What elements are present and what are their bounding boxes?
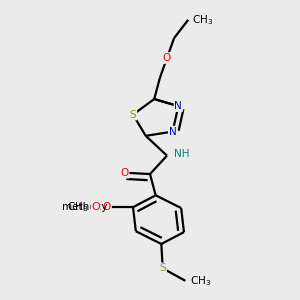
Text: methoxy: methoxy [62,202,108,212]
Text: S: S [159,263,166,273]
Text: O: O [103,202,111,212]
Text: O: O [91,202,100,212]
Text: S: S [130,110,136,120]
Text: CH$_3$: CH$_3$ [193,13,214,27]
Text: CH$_3$: CH$_3$ [67,200,88,214]
Text: NH: NH [174,149,190,159]
Text: O: O [120,168,129,178]
Text: O: O [163,53,171,63]
Text: CH$_3$: CH$_3$ [190,274,211,288]
Text: N: N [169,127,176,136]
Text: N: N [174,101,182,111]
